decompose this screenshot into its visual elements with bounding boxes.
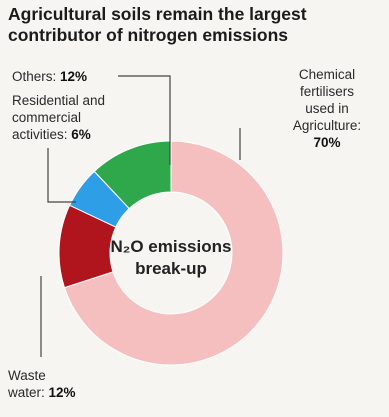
label-waste-line-2: water: 12% (8, 384, 76, 401)
chart-title-line-2: contributor of nitrogen emissions (8, 25, 289, 45)
label-waste-water: Waste water: 12% (8, 367, 76, 401)
label-residential-line-1: Residential and (12, 93, 106, 108)
label-chemical-value-line: 70% (268, 134, 386, 151)
donut-slices (58, 140, 284, 366)
leader-line-others (118, 75, 171, 165)
label-residential-line-3: activities: 6% (12, 126, 142, 143)
leader-lines (40, 75, 241, 357)
label-chemical-value: 70% (313, 135, 341, 150)
label-others-value: 12% (60, 69, 88, 84)
label-waste-value: 12% (48, 385, 76, 400)
donut-center-label: N₂O emissions break-up (109, 236, 233, 280)
label-chemical-line-4: Agriculture: (292, 118, 362, 133)
label-residential-line-2: commercial (12, 110, 82, 125)
label-chemical: Chemical fertilisers used in Agriculture… (268, 66, 386, 151)
label-residential: Residential and commercial activities: 6… (12, 92, 142, 143)
label-others: Others: 12% (12, 68, 87, 85)
leader-line-residential (47, 148, 76, 203)
label-chemical-line-3: used in (305, 101, 349, 116)
label-residential-value: 6% (71, 127, 91, 142)
chart-title-line-1: Agricultural soils remain the largest (8, 4, 307, 24)
center-label-line-2: break-up (135, 259, 207, 278)
label-waste-line-1: Waste (8, 368, 46, 383)
donut-slice-others (93, 140, 172, 210)
chart-title: Agricultural soils remain the largest co… (8, 4, 384, 46)
label-chemical-line-2: fertilisers (299, 84, 354, 99)
label-residential-text: activities: (12, 127, 72, 142)
center-label-line-1: N₂O emissions (110, 237, 232, 256)
label-others-text: Others: (12, 69, 61, 84)
donut-slice-chemical-fertilisers-used-in-agriculture (63, 140, 284, 366)
label-waste-text: water: (8, 385, 49, 400)
label-chemical-line-1: Chemical (298, 67, 356, 82)
